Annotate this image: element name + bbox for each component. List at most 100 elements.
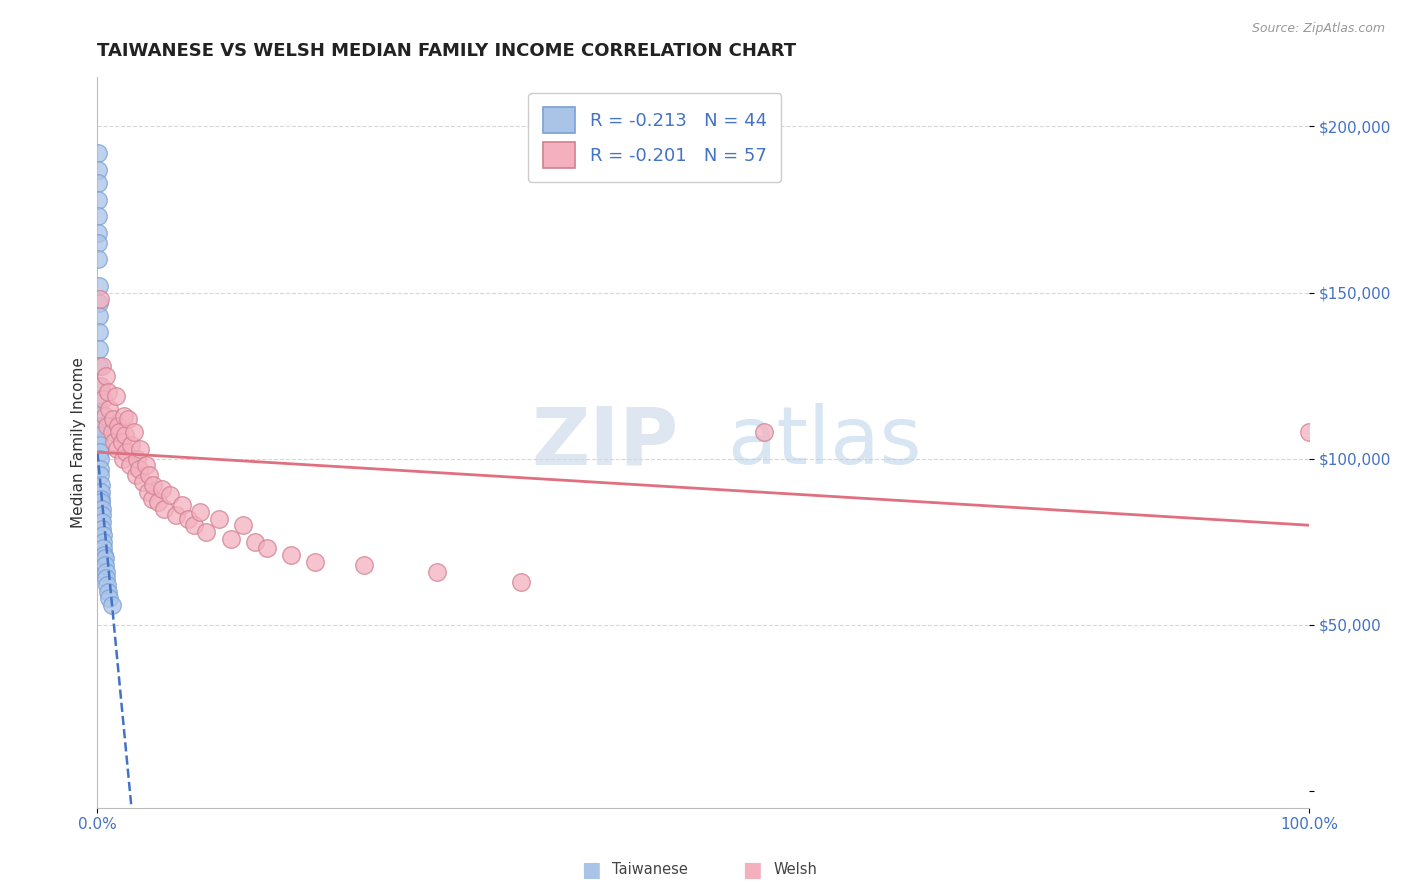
Point bbox=[114, 428, 136, 442]
Point bbox=[159, 488, 181, 502]
Point bbox=[93, 551, 115, 566]
Text: Welsh: Welsh bbox=[773, 863, 817, 877]
Point bbox=[89, 438, 111, 452]
Point bbox=[87, 162, 110, 177]
Point bbox=[90, 491, 112, 506]
Point bbox=[752, 425, 775, 439]
Point bbox=[98, 401, 121, 416]
Point bbox=[122, 425, 145, 439]
Point bbox=[280, 548, 302, 562]
Point bbox=[87, 342, 110, 356]
Point bbox=[89, 378, 111, 392]
Text: Source: ZipAtlas.com: Source: ZipAtlas.com bbox=[1251, 22, 1385, 36]
Point bbox=[150, 482, 173, 496]
Point bbox=[125, 468, 148, 483]
Point bbox=[91, 508, 114, 523]
Point bbox=[107, 418, 129, 433]
Point bbox=[89, 451, 111, 466]
Point bbox=[93, 548, 115, 562]
Point bbox=[105, 442, 128, 456]
Point bbox=[183, 518, 205, 533]
Point bbox=[219, 532, 242, 546]
Point bbox=[91, 522, 114, 536]
Point bbox=[104, 389, 127, 403]
Point bbox=[304, 555, 326, 569]
Text: ■: ■ bbox=[742, 860, 762, 880]
Point bbox=[101, 598, 124, 612]
Text: ZIP: ZIP bbox=[531, 403, 679, 481]
Point bbox=[93, 534, 115, 549]
Point bbox=[96, 578, 118, 592]
Point bbox=[207, 511, 229, 525]
Point bbox=[87, 309, 110, 323]
Point bbox=[87, 209, 110, 223]
Point bbox=[426, 565, 449, 579]
Point bbox=[89, 292, 111, 306]
Point bbox=[112, 409, 135, 423]
Point bbox=[89, 461, 111, 475]
Point bbox=[87, 252, 110, 267]
Point bbox=[87, 326, 110, 340]
Point bbox=[146, 495, 169, 509]
Point bbox=[115, 445, 138, 459]
Text: Taiwanese: Taiwanese bbox=[612, 863, 688, 877]
Point bbox=[101, 412, 124, 426]
Point bbox=[89, 405, 111, 419]
Point bbox=[91, 515, 114, 529]
Point bbox=[128, 442, 150, 456]
Point bbox=[87, 295, 110, 310]
Point bbox=[128, 461, 150, 475]
Point bbox=[90, 501, 112, 516]
Point bbox=[89, 418, 111, 433]
Point bbox=[256, 541, 278, 556]
Y-axis label: Median Family Income: Median Family Income bbox=[72, 357, 86, 527]
Point bbox=[93, 409, 115, 423]
Point bbox=[93, 541, 115, 556]
Point bbox=[141, 491, 163, 506]
Point bbox=[353, 558, 375, 573]
Point bbox=[96, 571, 118, 585]
Point bbox=[89, 445, 111, 459]
Point bbox=[120, 458, 142, 473]
Point bbox=[87, 193, 110, 207]
Text: atlas: atlas bbox=[727, 403, 922, 481]
Point bbox=[94, 558, 117, 573]
Point bbox=[138, 468, 160, 483]
Text: TAIWANESE VS WELSH MEDIAN FAMILY INCOME CORRELATION CHART: TAIWANESE VS WELSH MEDIAN FAMILY INCOME … bbox=[97, 42, 796, 60]
Text: ■: ■ bbox=[581, 860, 600, 880]
Point bbox=[510, 574, 533, 589]
Point bbox=[94, 368, 117, 383]
Point bbox=[153, 501, 176, 516]
Point bbox=[135, 458, 157, 473]
Point bbox=[127, 451, 149, 466]
Point bbox=[177, 511, 200, 525]
Point bbox=[97, 584, 120, 599]
Point bbox=[142, 478, 165, 492]
Point bbox=[188, 505, 211, 519]
Point bbox=[136, 485, 159, 500]
Point bbox=[87, 359, 110, 373]
Point bbox=[91, 359, 114, 373]
Point bbox=[87, 235, 110, 250]
Point bbox=[165, 508, 187, 523]
Legend: R = -0.213   N = 44, R = -0.201   N = 57: R = -0.213 N = 44, R = -0.201 N = 57 bbox=[529, 93, 782, 182]
Point bbox=[89, 468, 111, 483]
Point bbox=[243, 534, 266, 549]
Point bbox=[87, 226, 110, 240]
Point bbox=[91, 528, 114, 542]
Point bbox=[108, 425, 131, 439]
Point bbox=[97, 385, 120, 400]
Point bbox=[132, 475, 155, 489]
Point bbox=[87, 279, 110, 293]
Point bbox=[110, 435, 132, 450]
Point bbox=[94, 565, 117, 579]
Point bbox=[232, 518, 254, 533]
Point bbox=[93, 392, 115, 406]
Point bbox=[86, 146, 108, 161]
Point bbox=[117, 412, 139, 426]
Point bbox=[120, 438, 142, 452]
Point bbox=[90, 495, 112, 509]
Point bbox=[101, 425, 124, 439]
Point bbox=[111, 451, 134, 466]
Point bbox=[103, 435, 125, 450]
